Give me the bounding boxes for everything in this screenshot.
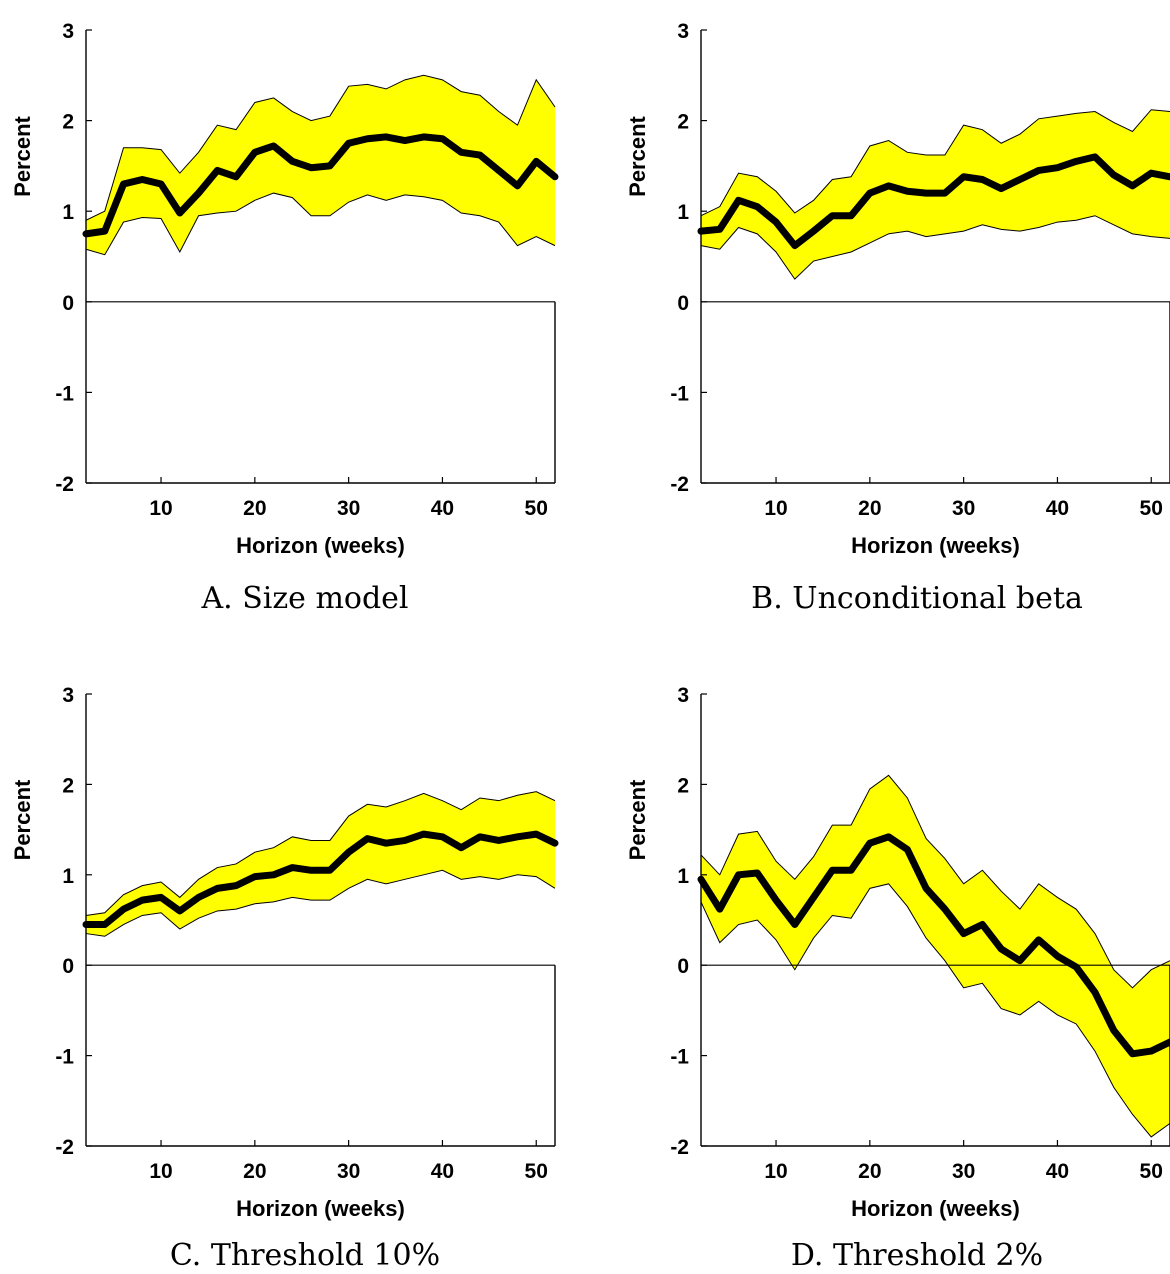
y-tick-label: -2 <box>55 1136 74 1159</box>
x-tick-label: 20 <box>858 1160 881 1183</box>
y-tick-label: 2 <box>62 111 74 134</box>
y-tick-label: -1 <box>670 382 689 405</box>
x-tick-label: 10 <box>764 1160 787 1183</box>
x-tick-label: 40 <box>431 1160 454 1183</box>
x-tick-label: 10 <box>149 497 172 520</box>
x-tick-label: 20 <box>243 1160 266 1183</box>
y-tick-label: 1 <box>62 865 74 888</box>
x-axis-label: Horizon (weeks) <box>236 533 405 558</box>
band-lower-line <box>700 215 1170 280</box>
chart-panel-3: -2 -1 0 1 2 3 10 20 30 40 50 Horizon (weeks) Percent… <box>10 684 559 1273</box>
panel-caption: C. Threshold 10% <box>170 1238 440 1273</box>
x-tick-label: 30 <box>952 1160 975 1183</box>
x-tick-label: 20 <box>858 497 881 520</box>
band-upper-line <box>700 109 1170 217</box>
y-tick-label: 0 <box>677 955 689 978</box>
x-tick-label: 20 <box>243 497 266 520</box>
x-tick-label: 40 <box>1046 1160 1069 1183</box>
panel-caption: A. Size model <box>200 581 408 616</box>
x-tick-label: 10 <box>149 1160 172 1183</box>
band-lower-line <box>85 192 556 256</box>
band-lower-line <box>700 883 1170 1138</box>
y-tick-label: 2 <box>677 111 689 134</box>
x-tick-label: 30 <box>337 497 360 520</box>
band-lower-line <box>85 869 556 937</box>
y-tick-label: -1 <box>55 1046 74 1069</box>
y-axis-label: Percent <box>625 115 650 196</box>
y-tick-label: 3 <box>677 684 689 707</box>
x-tick-label: 50 <box>1140 1160 1163 1183</box>
x-tick-label: 50 <box>525 497 548 520</box>
band-upper-line <box>85 74 556 221</box>
y-tick-label: 0 <box>62 955 74 978</box>
y-tick-label: 3 <box>62 684 74 707</box>
y-tick-label: 2 <box>677 774 689 797</box>
y-axis-label: Percent <box>10 115 35 196</box>
y-tick-label: 3 <box>62 20 74 43</box>
confidence-band <box>86 791 555 937</box>
band-upper-line <box>700 774 1170 989</box>
confidence-band <box>701 775 1170 1137</box>
x-tick-label: 30 <box>337 1160 360 1183</box>
x-tick-label: 40 <box>1046 497 1069 520</box>
y-tick-label: 0 <box>677 292 689 315</box>
y-tick-label: 1 <box>62 201 74 224</box>
estimate-line <box>697 153 1170 250</box>
panel-caption: D. Threshold 2% <box>791 1238 1043 1273</box>
x-tick-label: 30 <box>952 497 975 520</box>
x-tick-label: 50 <box>525 1160 548 1183</box>
chart-panel-4: -2 -1 0 1 2 3 10 20 30 40 50 Horizon (weeks) Percent… <box>625 684 1170 1273</box>
x-tick-label: 10 <box>764 497 787 520</box>
chart-panel-2: -2 -1 0 1 2 3 10 20 30 40 50 Horizon (weeks) Percent… <box>625 20 1170 616</box>
x-axis-label: Horizon (weeks) <box>851 533 1020 558</box>
x-tick-label: 40 <box>431 497 454 520</box>
x-axis-label: Horizon (weeks) <box>236 1196 405 1221</box>
y-tick-label: -2 <box>55 473 74 496</box>
y-tick-label: -1 <box>55 382 74 405</box>
y-tick-label: 3 <box>677 20 689 43</box>
y-axis-label: Percent <box>625 779 650 860</box>
estimate-line <box>82 133 559 238</box>
y-axis-label: Percent <box>10 779 35 860</box>
y-tick-label: 1 <box>677 201 689 224</box>
estimate-line <box>697 833 1170 1058</box>
y-tick-label: -1 <box>670 1046 689 1069</box>
x-tick-label: 50 <box>1140 497 1163 520</box>
y-tick-label: -2 <box>670 473 689 496</box>
chart-panel-1: -2 -1 0 1 2 3 10 20 30 40 50 Horizon (weeks) Percent… <box>10 20 559 616</box>
y-tick-label: 1 <box>677 865 689 888</box>
band-upper-line <box>85 791 556 916</box>
y-tick-label: 2 <box>62 774 74 797</box>
panel-caption: B. Unconditional beta <box>751 581 1083 616</box>
x-axis-label: Horizon (weeks) <box>851 1196 1020 1221</box>
y-tick-label: -2 <box>670 1136 689 1159</box>
y-tick-label: 0 <box>62 292 74 315</box>
estimate-line <box>82 830 559 929</box>
